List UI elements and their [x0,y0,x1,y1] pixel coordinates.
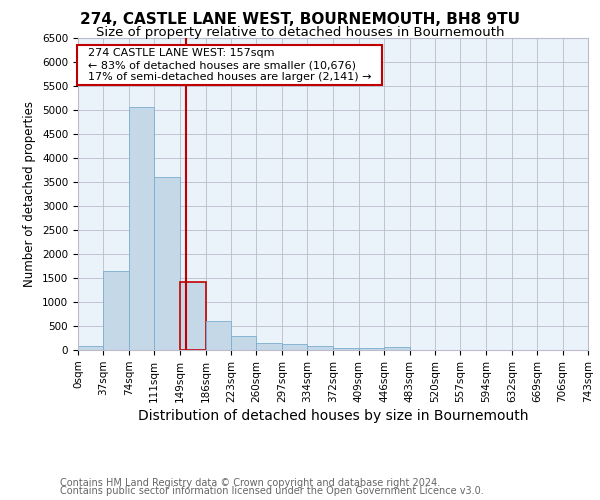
Bar [307,346,334,350]
Bar [282,344,307,350]
Bar [180,282,206,350]
Y-axis label: Number of detached properties: Number of detached properties [23,101,37,287]
Bar [256,342,282,350]
Text: Size of property relative to detached houses in Bournemouth: Size of property relative to detached ho… [96,26,504,39]
Bar [334,348,359,350]
Bar [129,107,154,350]
X-axis label: Distribution of detached houses by size in Bournemouth: Distribution of detached houses by size … [138,409,528,423]
Bar [359,348,384,350]
Bar [154,177,180,350]
Bar [103,270,129,350]
Text: 274 CASTLE LANE WEST: 157sqm  
  ← 83% of detached houses are smaller (10,676)  : 274 CASTLE LANE WEST: 157sqm ← 83% of de… [81,48,378,82]
Bar [206,320,231,350]
Text: Contains HM Land Registry data © Crown copyright and database right 2024.: Contains HM Land Registry data © Crown c… [60,478,440,488]
Bar [384,347,410,350]
Text: 274, CASTLE LANE WEST, BOURNEMOUTH, BH8 9TU: 274, CASTLE LANE WEST, BOURNEMOUTH, BH8 … [80,12,520,28]
Bar [231,336,256,350]
Bar [78,346,103,350]
Text: Contains public sector information licensed under the Open Government Licence v3: Contains public sector information licen… [60,486,484,496]
